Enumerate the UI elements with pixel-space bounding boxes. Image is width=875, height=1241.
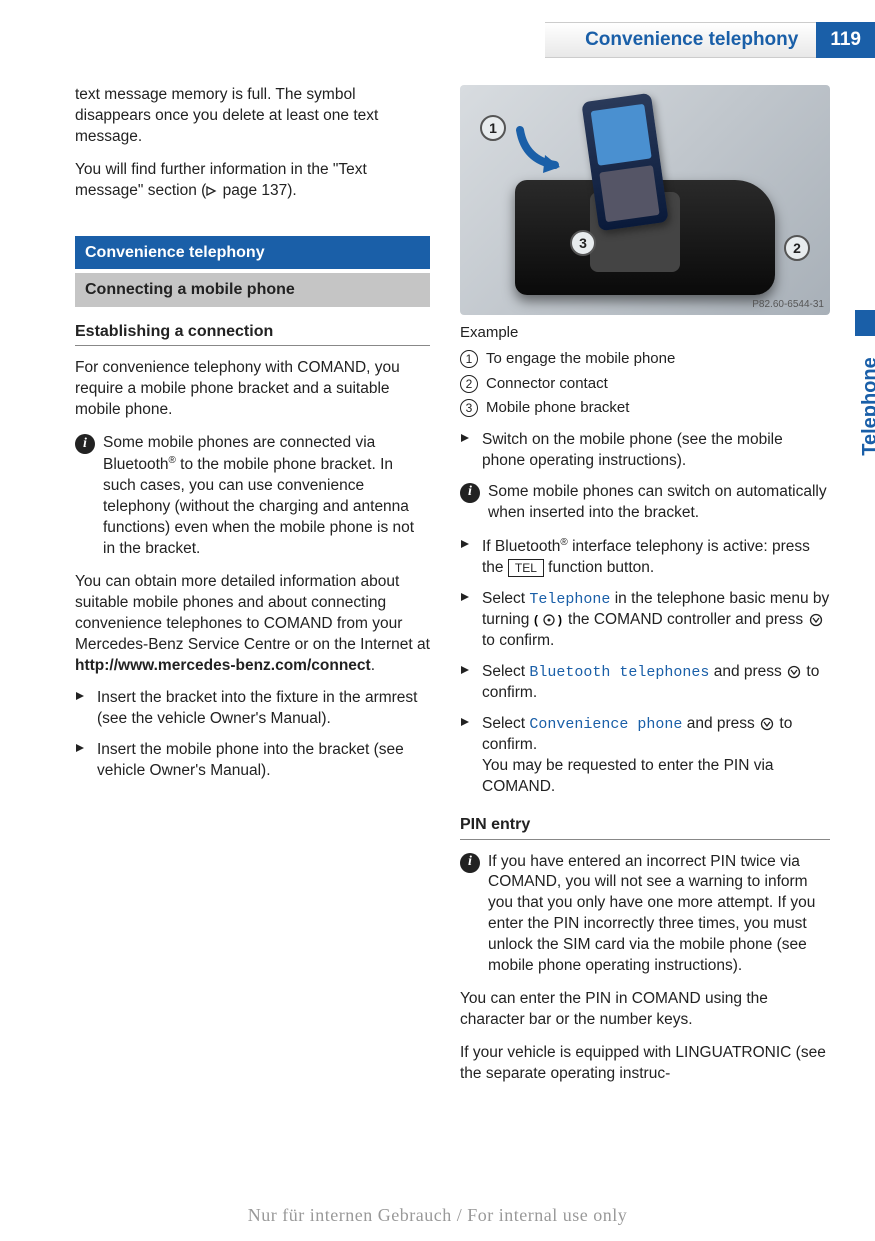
callout-3: 3	[570, 230, 596, 256]
paragraph-pin-entry: You can enter the PIN in COMAND using th…	[460, 989, 830, 1031]
side-tab: Telephone	[847, 310, 875, 490]
step-switch-on: Switch on the mobile phone (see the mobi…	[460, 430, 830, 472]
triangle-icon	[460, 592, 474, 602]
paragraph-linguatronic: If your vehicle is equipped with LINGUAT…	[460, 1043, 830, 1085]
phone-bracket-illustration: 1 2 3 P82.60-6544-31	[460, 85, 830, 315]
callout-2: 2	[784, 235, 810, 261]
circled-2-icon: 2	[460, 375, 478, 393]
ui-bluetooth-telephones: Bluetooth telephones	[529, 664, 709, 681]
svg-text:(: (	[534, 613, 538, 627]
internet-url: http://www.mercedes-benz.com/connect	[75, 657, 371, 674]
info-note-pin: i If you have entered an incorrect PIN t…	[460, 852, 830, 978]
left-column: text message memory is full. The symbol …	[75, 85, 430, 1097]
info-note-bluetooth: i Some mobile phones are connected via B…	[75, 433, 430, 560]
circled-1-icon: 1	[460, 350, 478, 368]
intro-paragraph-2: You will find further information in the…	[75, 160, 430, 202]
step-select-convenience: Select Convenience phone and press to co…	[460, 714, 830, 798]
ui-telephone: Telephone	[529, 591, 610, 608]
step-select-bluetooth: Select Bluetooth telephones and press to…	[460, 662, 830, 704]
caption-title: Example	[460, 323, 830, 343]
step-select-telephone: Select Telephone in the telephone basic …	[460, 589, 830, 652]
callout-1: 1	[480, 115, 506, 141]
section-banner: Convenience telephony	[75, 236, 430, 270]
ui-convenience-phone: Convenience phone	[529, 716, 682, 733]
side-tab-label: Telephone	[859, 357, 875, 456]
registered-icon: ®	[169, 455, 176, 466]
caption-row-1: 1To engage the mobile phone	[460, 349, 830, 369]
info-icon: i	[460, 483, 480, 503]
tel-button-icon: TEL	[508, 559, 544, 577]
svg-text:): )	[558, 613, 562, 627]
triangle-icon	[75, 691, 89, 701]
pageref-icon	[206, 186, 218, 196]
page-number: 119	[816, 22, 875, 58]
step-insert-bracket: Insert the bracket into the fixture in t…	[75, 688, 430, 730]
triangle-icon	[460, 665, 474, 675]
info-note-auto-on: i Some mobile phones can switch on autom…	[460, 482, 830, 524]
subsection-banner: Connecting a mobile phone	[75, 273, 430, 307]
heading-establishing: Establishing a connection	[75, 321, 430, 347]
footer-watermark: Nur für internen Gebrauch / For internal…	[0, 1205, 875, 1226]
page-header: Convenience telephony 119	[545, 22, 875, 58]
right-column: 1 2 3 P82.60-6544-31 Example 1To engage …	[460, 85, 830, 1097]
image-credit: P82.60-6544-31	[752, 298, 824, 312]
caption-row-3: 3Mobile phone bracket	[460, 398, 830, 418]
press-controller-icon	[808, 613, 824, 627]
step-insert-phone: Insert the mobile phone into the bracket…	[75, 740, 430, 782]
triangle-icon	[460, 433, 474, 443]
press-controller-icon	[786, 665, 802, 679]
intro-paragraph-1: text message memory is full. The symbol …	[75, 85, 430, 148]
triangle-icon	[75, 743, 89, 753]
registered-icon: ®	[560, 537, 567, 548]
triangle-icon	[460, 717, 474, 727]
circled-3-icon: 3	[460, 399, 478, 417]
header-title: Convenience telephony	[545, 22, 816, 58]
step-press-tel: If Bluetooth® interface telephony is act…	[460, 536, 830, 579]
paragraph-requirements: For convenience telephony with COMAND, y…	[75, 358, 430, 421]
content-area: text message memory is full. The symbol …	[75, 85, 830, 1097]
info-icon: i	[75, 434, 95, 454]
side-tab-marker	[855, 310, 875, 336]
info-icon: i	[460, 853, 480, 873]
turn-controller-icon: ()	[534, 613, 564, 627]
paragraph-internet: You can obtain more detailed information…	[75, 572, 430, 677]
heading-pin-entry: PIN entry	[460, 814, 830, 840]
press-controller-icon	[759, 717, 775, 731]
caption-row-2: 2Connector contact	[460, 374, 830, 394]
engage-arrow	[515, 125, 575, 175]
triangle-icon	[460, 539, 474, 549]
